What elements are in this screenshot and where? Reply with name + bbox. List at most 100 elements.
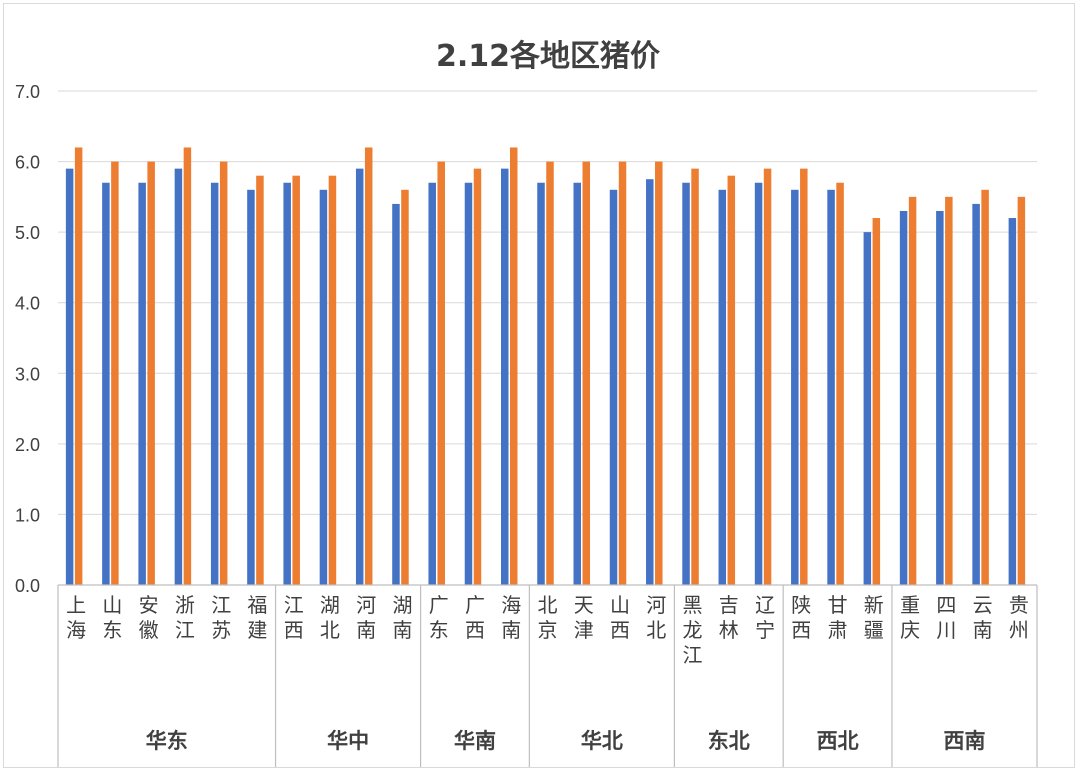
- x-category-label: 浙江: [175, 593, 195, 642]
- bar-2-海南: [509, 147, 518, 585]
- bar-1-天津: [573, 182, 582, 586]
- x-category-label: 甘肃: [828, 593, 848, 642]
- bar-1-上海: [65, 168, 74, 585]
- bar-2-新疆: [872, 218, 881, 585]
- y-tick-label: 6.0: [15, 153, 40, 173]
- bar-2-山西: [618, 161, 627, 585]
- x-category-label: 重庆: [900, 593, 920, 642]
- bar-1-贵州: [1008, 218, 1017, 585]
- x-category-label: 海南: [501, 593, 521, 642]
- x-category-label: 湖北: [320, 593, 340, 642]
- bar-2-吉林: [727, 175, 736, 585]
- y-tick-label: 5.0: [15, 223, 40, 243]
- x-category-label: 山东: [102, 593, 122, 642]
- x-category-label: 山西: [610, 593, 630, 642]
- bar-2-黑龙江: [691, 168, 699, 585]
- x-category-label: 四川: [936, 593, 956, 642]
- bar-2-安徽: [147, 161, 155, 585]
- bar-1-山东: [102, 182, 110, 586]
- bar-2-江苏: [219, 161, 228, 585]
- bar-1-江西: [283, 182, 291, 586]
- x-category-label: 云南: [973, 593, 993, 642]
- bar-1-吉林: [718, 189, 727, 586]
- x-category-label: 江西: [284, 593, 304, 642]
- bar-1-重庆: [899, 210, 908, 585]
- bar-1-浙江: [174, 168, 183, 585]
- region-group-label: 华中: [327, 729, 369, 753]
- x-category-label: 江苏: [211, 593, 231, 642]
- x-category-label: 福建: [247, 593, 267, 642]
- bar-1-甘肃: [827, 189, 835, 586]
- x-category-label: 北京: [538, 593, 558, 642]
- bar-2-湖北: [328, 175, 337, 585]
- x-category-label: 黑龙江: [683, 593, 703, 667]
- region-group-label: 西南: [944, 729, 986, 753]
- bar-2-天津: [582, 161, 591, 585]
- bar-2-辽宁: [763, 168, 772, 585]
- bar-1-辽宁: [754, 182, 763, 586]
- bar-2-贵州: [1017, 196, 1026, 586]
- y-axis-ticks: 0.0 1.0 2.0 3.0 4.0 5.0 6.0 7.0: [15, 82, 40, 596]
- bar-2-湖南: [401, 189, 409, 586]
- x-category-label: 广东: [429, 593, 449, 642]
- region-group-label: 东北: [708, 729, 750, 753]
- bar-2-北京: [546, 161, 554, 585]
- bar-2-重庆: [908, 196, 917, 586]
- region-group-label: 华东: [146, 729, 188, 753]
- bar-1-北京: [537, 182, 545, 586]
- bar-1-湖南: [392, 203, 400, 585]
- region-group-label: 西北: [817, 729, 859, 753]
- x-category-label: 辽宁: [755, 593, 775, 642]
- bar-2-广东: [437, 161, 445, 585]
- bar-2-河南: [364, 147, 373, 585]
- y-tick-label: 1.0: [15, 505, 40, 525]
- x-category-label: 新疆: [864, 593, 884, 642]
- bar-2-甘肃: [836, 182, 844, 586]
- bar-1-黑龙江: [682, 182, 690, 586]
- bar-1-福建: [247, 189, 255, 586]
- x-category-label: 湖南: [393, 593, 413, 642]
- x-category-label: 河北: [646, 593, 666, 642]
- bar-1-四川: [936, 210, 944, 585]
- bar-1-陕西: [791, 189, 799, 586]
- y-tick-label: 2.0: [15, 435, 40, 455]
- bar-2-广西: [473, 168, 482, 585]
- bar-2-浙江: [183, 147, 192, 585]
- bar-1-河南: [355, 168, 364, 585]
- y-tick-label: 3.0: [15, 364, 40, 384]
- region-group-label: 华南: [454, 729, 496, 753]
- bar-2-云南: [981, 189, 989, 586]
- bar-1-新疆: [863, 232, 872, 585]
- y-tick-label: 4.0: [15, 294, 40, 314]
- x-category-label: 陕西: [791, 593, 811, 642]
- bar-1-广东: [428, 182, 436, 586]
- y-tick-label: 7.0: [15, 82, 40, 102]
- x-category-label: 天津: [574, 593, 594, 642]
- bar-1-海南: [500, 168, 509, 585]
- bar-2-四川: [945, 196, 953, 586]
- x-axis: 上海山东安徽浙江江苏福建江西湖北河南湖南广东广西海南北京天津山西河北黑龙江吉林辽…: [57, 584, 1038, 767]
- bar-1-江苏: [210, 182, 219, 586]
- bar-2-福建: [256, 175, 264, 585]
- region-group-label: 华北: [581, 729, 623, 753]
- x-category-label: 广西: [465, 593, 485, 642]
- x-category-label: 吉林: [719, 593, 739, 642]
- x-category-label: 河南: [356, 593, 376, 642]
- chart-title: 2.12各地区猪价: [436, 39, 660, 74]
- bar-2-上海: [74, 147, 83, 585]
- y-tick-label: 0.0: [15, 576, 40, 596]
- bar-2-山东: [111, 161, 119, 585]
- bar-1-山西: [609, 189, 618, 586]
- bar-1-云南: [972, 203, 980, 585]
- bar-1-湖北: [319, 189, 328, 586]
- bars: [65, 147, 1026, 586]
- x-category-label: 安徽: [139, 593, 159, 642]
- bar-2-陕西: [800, 168, 808, 585]
- bar-2-江西: [292, 175, 300, 585]
- x-category-label: 贵州: [1009, 593, 1029, 642]
- bar-1-河北: [646, 179, 654, 585]
- bar-2-河北: [655, 161, 663, 585]
- x-category-label: 上海: [66, 593, 86, 642]
- bar-1-广西: [464, 182, 473, 586]
